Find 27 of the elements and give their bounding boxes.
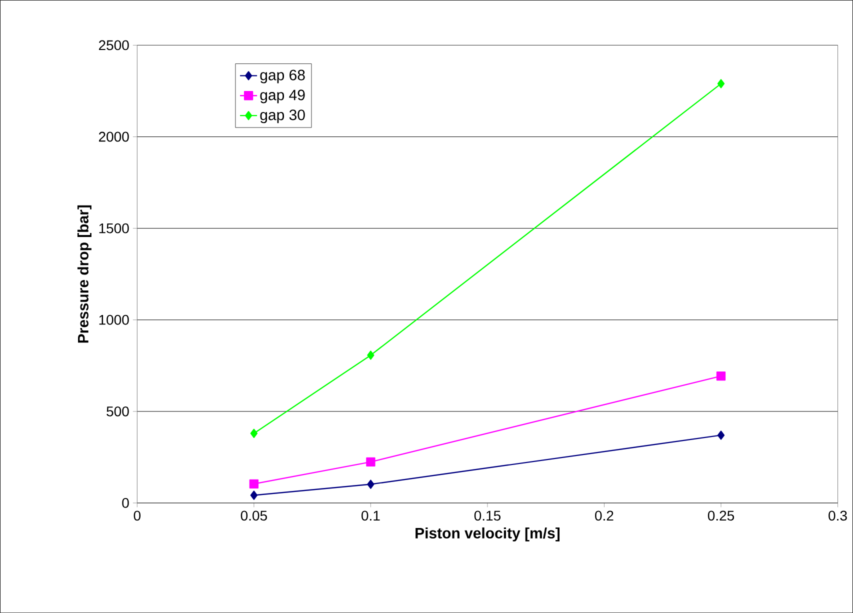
legend-label: gap 49	[260, 90, 305, 104]
point	[366, 457, 376, 466]
point	[250, 428, 258, 438]
point	[717, 79, 725, 88]
x-tick-label: 0.2	[595, 510, 614, 521]
point	[367, 350, 374, 360]
y-tick-label: 1500	[99, 223, 129, 234]
legend-label: gap 30	[260, 110, 305, 124]
y-tick-label: 1000	[99, 314, 129, 325]
y-tick-label: 0	[122, 498, 129, 508]
x-tick-label: 0.05	[240, 510, 267, 521]
x-tick-label: 0.1	[362, 510, 380, 521]
x-tick-label: 0.15	[474, 510, 500, 521]
point	[250, 490, 258, 500]
y-tick-label: 2500	[98, 40, 129, 50]
y-tick-label: 2000	[98, 132, 129, 142]
x-tick-label: 0.25	[708, 510, 734, 521]
point	[717, 430, 725, 440]
y-tick-label: 500	[106, 406, 129, 416]
point	[716, 371, 726, 381]
x-axis-title: Piston velocity [m/s]	[416, 527, 560, 542]
point	[249, 479, 259, 488]
x-tick-label: 0.3	[828, 510, 847, 521]
x-tick-label: 0	[134, 510, 141, 521]
y-axis-title: Pressure drop [bar]	[77, 205, 92, 343]
point	[367, 480, 374, 489]
legend-label: gap 68	[260, 70, 305, 84]
